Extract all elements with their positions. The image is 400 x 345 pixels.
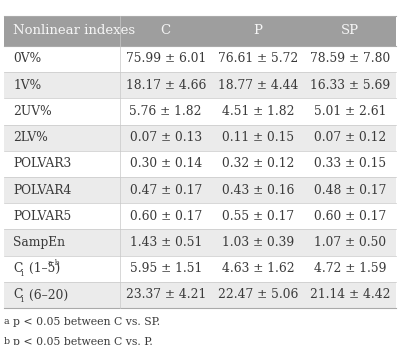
Bar	[120, 98, 212, 125]
Bar	[304, 98, 396, 125]
Text: 22.47 ± 5.06: 22.47 ± 5.06	[218, 288, 298, 302]
Bar	[4, 203, 120, 229]
Bar	[212, 282, 304, 308]
Text: i: i	[20, 295, 23, 304]
Text: SP: SP	[341, 24, 359, 37]
Text: (1–5): (1–5)	[25, 262, 60, 275]
Text: 4.63 ± 1.62: 4.63 ± 1.62	[222, 262, 294, 275]
Bar	[304, 125, 396, 151]
Bar	[4, 229, 120, 256]
Text: SampEn: SampEn	[13, 236, 65, 249]
Text: p < 0.05 between C vs. SP.: p < 0.05 between C vs. SP.	[13, 317, 160, 327]
Text: 76.61 ± 5.72: 76.61 ± 5.72	[218, 52, 298, 66]
Bar	[304, 72, 396, 98]
Text: a: a	[4, 317, 10, 326]
Text: 0.07 ± 0.12: 0.07 ± 0.12	[314, 131, 386, 144]
Bar	[120, 151, 212, 177]
Text: 1.07 ± 0.50: 1.07 ± 0.50	[314, 236, 386, 249]
Text: a b: a b	[48, 259, 60, 267]
Text: 0.48 ± 0.17: 0.48 ± 0.17	[314, 184, 386, 197]
Bar	[304, 151, 396, 177]
Text: 0.55 ± 0.17: 0.55 ± 0.17	[222, 210, 294, 223]
Bar	[304, 16, 396, 46]
Text: 0.60 ± 0.17: 0.60 ± 0.17	[314, 210, 386, 223]
Bar	[4, 282, 120, 308]
Text: 4.72 ± 1.59: 4.72 ± 1.59	[314, 262, 386, 275]
Text: Nonlinear indexes: Nonlinear indexes	[13, 24, 135, 37]
Bar	[304, 203, 396, 229]
Text: 1.43 ± 0.51: 1.43 ± 0.51	[130, 236, 202, 249]
Text: p < 0.05 between C vs. P.: p < 0.05 between C vs. P.	[13, 337, 152, 345]
Text: 0.32 ± 0.12: 0.32 ± 0.12	[222, 157, 294, 170]
Text: 0.30 ± 0.14: 0.30 ± 0.14	[130, 157, 202, 170]
Bar	[4, 125, 120, 151]
Text: C: C	[161, 24, 171, 37]
Bar	[304, 46, 396, 72]
Text: 21.14 ± 4.42: 21.14 ± 4.42	[310, 288, 390, 302]
Text: POLVAR5: POLVAR5	[13, 210, 72, 223]
Text: 0.47 ± 0.17: 0.47 ± 0.17	[130, 184, 202, 197]
Text: 5.01 ± 2.61: 5.01 ± 2.61	[314, 105, 386, 118]
Bar	[4, 16, 120, 46]
Text: 18.77 ± 4.44: 18.77 ± 4.44	[218, 79, 298, 92]
Text: 0.11 ± 0.15: 0.11 ± 0.15	[222, 131, 294, 144]
Bar	[4, 98, 120, 125]
Bar	[212, 16, 304, 46]
Text: 0.43 ± 0.16: 0.43 ± 0.16	[222, 184, 294, 197]
Text: 18.17 ± 4.66: 18.17 ± 4.66	[126, 79, 206, 92]
Text: POLVAR3: POLVAR3	[13, 157, 72, 170]
Bar	[212, 151, 304, 177]
Bar	[212, 46, 304, 72]
Bar	[212, 72, 304, 98]
Text: 0V%: 0V%	[13, 52, 41, 66]
Bar	[120, 46, 212, 72]
Text: 0.60 ± 0.17: 0.60 ± 0.17	[130, 210, 202, 223]
Text: 4.51 ± 1.82: 4.51 ± 1.82	[222, 105, 294, 118]
Bar	[120, 125, 212, 151]
Bar	[4, 177, 120, 203]
Text: 23.37 ± 4.21: 23.37 ± 4.21	[126, 288, 206, 302]
Bar	[4, 46, 120, 72]
Bar	[120, 229, 212, 256]
Text: 0.33 ± 0.15: 0.33 ± 0.15	[314, 157, 386, 170]
Text: 5.76 ± 1.82: 5.76 ± 1.82	[130, 105, 202, 118]
Bar	[212, 125, 304, 151]
Bar	[212, 98, 304, 125]
Bar	[120, 177, 212, 203]
Text: (6–20): (6–20)	[25, 288, 68, 302]
Text: C: C	[13, 262, 22, 275]
Text: P: P	[253, 24, 262, 37]
Text: 2LV%: 2LV%	[13, 131, 48, 144]
Bar	[304, 229, 396, 256]
Text: 1V%: 1V%	[13, 79, 41, 92]
Text: 1.03 ± 0.39: 1.03 ± 0.39	[222, 236, 294, 249]
Bar	[120, 16, 212, 46]
Bar	[4, 256, 120, 282]
Bar	[4, 72, 120, 98]
Bar	[304, 256, 396, 282]
Text: 0.07 ± 0.13: 0.07 ± 0.13	[130, 131, 202, 144]
Text: b: b	[4, 337, 10, 345]
Bar	[212, 256, 304, 282]
Text: 2UV%: 2UV%	[13, 105, 52, 118]
Bar	[304, 282, 396, 308]
Bar	[212, 229, 304, 256]
Bar	[212, 203, 304, 229]
Text: 75.99 ± 6.01: 75.99 ± 6.01	[126, 52, 206, 66]
Bar	[4, 151, 120, 177]
Bar	[120, 72, 212, 98]
Text: 16.33 ± 5.69: 16.33 ± 5.69	[310, 79, 390, 92]
Text: 78.59 ± 7.80: 78.59 ± 7.80	[310, 52, 390, 66]
Text: POLVAR4: POLVAR4	[13, 184, 72, 197]
Bar	[304, 177, 396, 203]
Bar	[212, 177, 304, 203]
Text: i: i	[20, 269, 23, 278]
Bar	[120, 256, 212, 282]
Text: C: C	[13, 288, 22, 302]
Bar	[120, 203, 212, 229]
Bar	[120, 282, 212, 308]
Text: 5.95 ± 1.51: 5.95 ± 1.51	[130, 262, 202, 275]
